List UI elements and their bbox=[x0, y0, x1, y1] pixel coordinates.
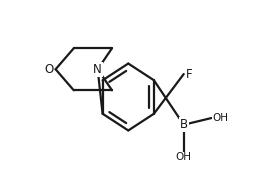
Text: OH: OH bbox=[176, 152, 192, 162]
Text: O: O bbox=[44, 63, 54, 76]
Text: F: F bbox=[186, 68, 192, 81]
Text: OH: OH bbox=[213, 113, 228, 123]
Text: B: B bbox=[180, 118, 188, 131]
Text: N: N bbox=[93, 63, 102, 76]
